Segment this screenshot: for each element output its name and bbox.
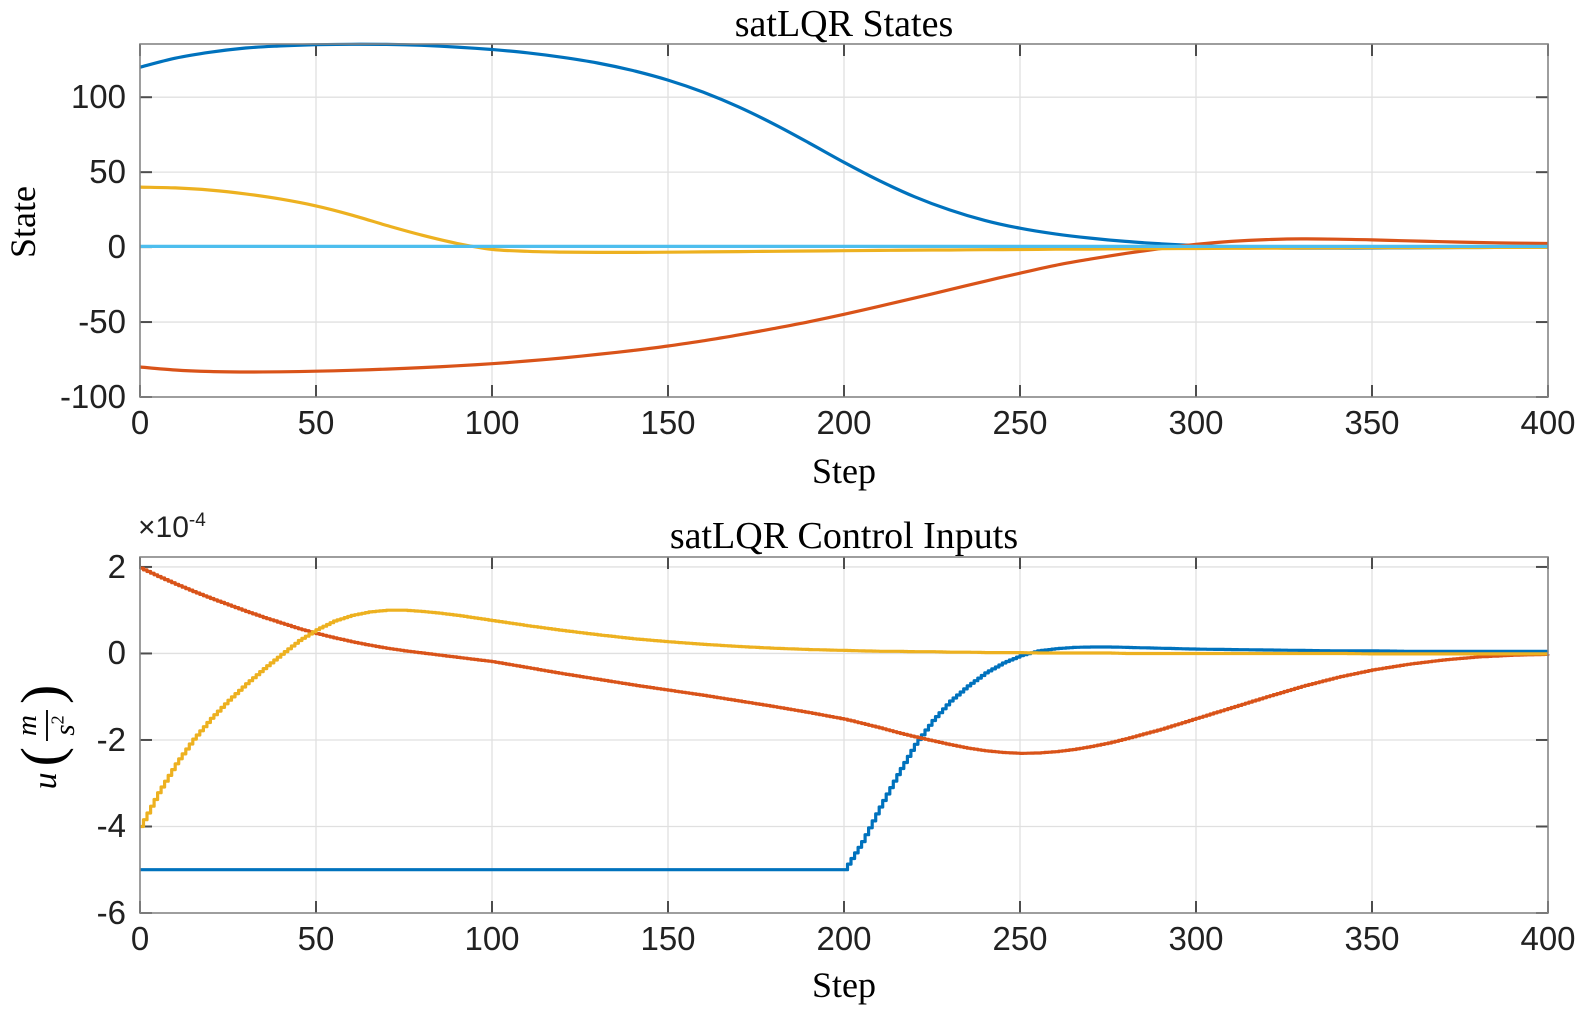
y-tick-label: -6 bbox=[96, 894, 126, 931]
series-u2-orange bbox=[140, 566, 1550, 755]
y-tick-label: -100 bbox=[59, 378, 126, 415]
y-tick-label: 2 bbox=[107, 547, 126, 585]
top-chart-xlabel: Step bbox=[811, 451, 876, 491]
series-u3-yellow bbox=[140, 608, 1548, 829]
x-tick-label: 100 bbox=[464, 920, 520, 957]
y-tick-label: 50 bbox=[89, 153, 126, 191]
y-axis-multiplier: ×10-4 bbox=[138, 510, 206, 544]
x-tick-label: 100 bbox=[464, 404, 520, 441]
y-tick-label: -50 bbox=[78, 303, 126, 341]
top-chart-ylabel: State bbox=[3, 186, 43, 258]
bottom-chart-xlabel: Step bbox=[811, 965, 876, 1005]
series-u1-blue bbox=[140, 645, 1548, 872]
x-tick-label: 50 bbox=[297, 404, 335, 441]
x-tick-label: 150 bbox=[640, 920, 696, 957]
x-tick-label: 200 bbox=[816, 404, 872, 441]
y-tick-label: 100 bbox=[70, 78, 126, 116]
x-tick-label: 300 bbox=[1168, 920, 1224, 957]
x-tick-label: 150 bbox=[640, 404, 696, 441]
y-tick-label: 0 bbox=[107, 634, 126, 672]
top-chart-title: satLQR States bbox=[734, 3, 954, 45]
x-tick-label: 300 bbox=[1168, 404, 1224, 441]
x-tick-label: 400 bbox=[1520, 404, 1576, 441]
x-tick-label: 200 bbox=[816, 920, 872, 957]
x-tick-label: 0 bbox=[130, 920, 150, 957]
x-tick-label: 50 bbox=[297, 920, 335, 957]
y-tick-label: 0 bbox=[107, 228, 126, 266]
series-state-x2-orange bbox=[139, 237, 1549, 374]
axes-box bbox=[139, 556, 1549, 914]
x-tick-label: 250 bbox=[992, 920, 1048, 957]
axes-box bbox=[139, 43, 1549, 398]
x-tick-label: 350 bbox=[1344, 920, 1400, 957]
x-tick-label: 0 bbox=[130, 404, 150, 441]
y-tick-label: -4 bbox=[96, 807, 126, 845]
y-tick-label: -2 bbox=[96, 720, 126, 758]
x-tick-label: 350 bbox=[1344, 404, 1400, 441]
ylabel-u: u bbox=[27, 772, 64, 790]
x-tick-label: 400 bbox=[1520, 920, 1576, 957]
bottom-chart-title: satLQR Control Inputs bbox=[669, 515, 1019, 557]
x-tick-label: 250 bbox=[992, 404, 1048, 441]
